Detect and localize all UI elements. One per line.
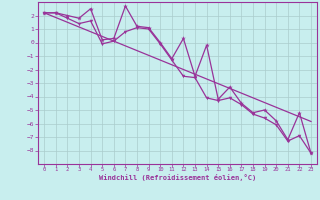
X-axis label: Windchill (Refroidissement éolien,°C): Windchill (Refroidissement éolien,°C) (99, 174, 256, 181)
